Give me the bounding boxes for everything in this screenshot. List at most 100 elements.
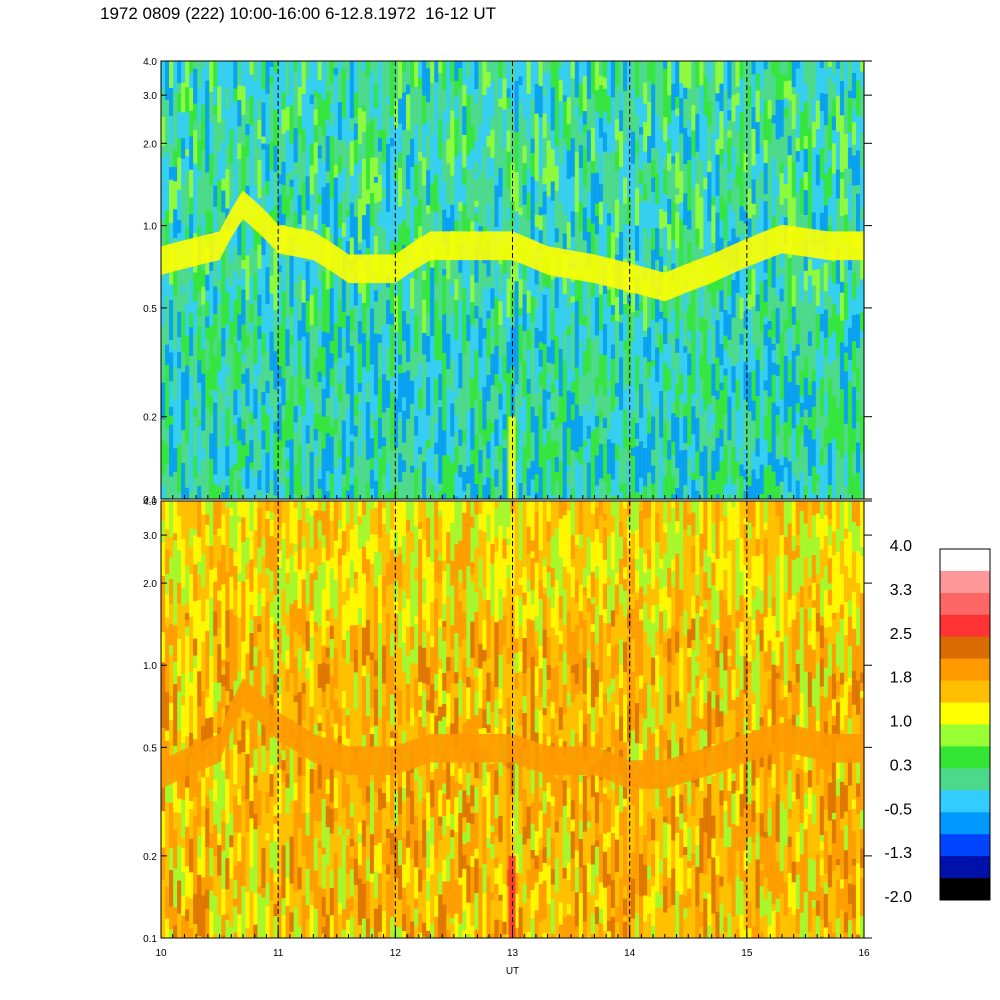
heatmap-cell bbox=[197, 885, 202, 899]
heatmap-cell bbox=[426, 592, 431, 632]
heatmap-cell bbox=[205, 138, 210, 173]
heatmap-cell bbox=[490, 451, 495, 478]
heatmap-cell bbox=[205, 697, 210, 719]
heatmap-cell bbox=[325, 806, 331, 828]
heatmap-cell bbox=[558, 461, 564, 497]
heatmap-cell bbox=[353, 524, 359, 540]
heatmap-cell bbox=[309, 94, 315, 105]
heatmap-cell bbox=[422, 461, 427, 487]
heatmap-cell bbox=[434, 895, 439, 917]
heatmap-cell bbox=[217, 501, 222, 529]
heatmap-cell bbox=[261, 666, 266, 699]
heatmap-cell bbox=[438, 825, 443, 841]
heatmap-cell bbox=[819, 68, 825, 93]
heatmap-cell bbox=[177, 147, 182, 158]
heatmap-cell bbox=[450, 814, 455, 830]
heatmap-cell bbox=[297, 827, 303, 868]
heatmap-cell bbox=[659, 398, 664, 438]
heatmap-cell bbox=[341, 287, 347, 312]
heatmap-cell bbox=[703, 189, 708, 205]
heatmap-cell bbox=[325, 135, 331, 172]
heatmap-cell bbox=[249, 559, 254, 592]
heatmap-cell bbox=[165, 801, 170, 816]
heatmap-cell bbox=[381, 880, 387, 890]
heatmap-cell bbox=[418, 363, 423, 389]
heatmap-cell bbox=[277, 366, 283, 387]
heatmap-cell bbox=[381, 889, 387, 911]
heatmap-cell bbox=[245, 156, 250, 186]
heatmap-cell bbox=[602, 222, 608, 249]
heatmap-cell bbox=[574, 117, 580, 153]
heatmap-cell bbox=[823, 205, 829, 216]
heatmap-cell bbox=[341, 311, 347, 329]
heatmap-cell bbox=[161, 116, 166, 146]
heatmap-cell bbox=[161, 811, 166, 848]
heatmap-cell bbox=[422, 922, 427, 937]
heatmap-cell bbox=[341, 222, 347, 237]
heatmap-cell bbox=[361, 303, 367, 334]
heatmap-cell bbox=[297, 195, 303, 224]
heatmap-cell bbox=[253, 455, 258, 478]
heatmap-cell bbox=[321, 926, 327, 934]
heatmap-cell bbox=[643, 122, 648, 152]
heatmap-cell bbox=[317, 308, 323, 330]
heatmap-cell bbox=[386, 463, 391, 478]
heatmap-cell bbox=[526, 313, 532, 330]
heatmap-cell bbox=[406, 770, 411, 798]
heatmap-cell bbox=[667, 124, 672, 140]
heatmap-cell bbox=[221, 119, 226, 143]
heatmap-cell bbox=[269, 194, 275, 211]
heatmap-cell bbox=[675, 338, 680, 353]
heatmap-cell bbox=[193, 120, 198, 131]
heatmap-cell bbox=[719, 61, 724, 84]
heatmap-cell bbox=[839, 320, 845, 343]
heatmap-cell bbox=[847, 256, 853, 271]
heatmap-cell bbox=[582, 133, 588, 148]
heatmap-cell bbox=[458, 151, 463, 164]
heatmap-cell bbox=[357, 455, 363, 468]
heatmap-cell bbox=[643, 346, 648, 358]
heatmap-cell bbox=[691, 130, 696, 157]
heatmap-cell bbox=[715, 101, 720, 140]
heatmap-cell bbox=[169, 115, 174, 145]
heatmap-cell bbox=[209, 351, 214, 390]
heatmap-cell bbox=[763, 439, 769, 468]
heatmap-cell bbox=[446, 826, 451, 855]
heatmap-cell bbox=[329, 473, 335, 498]
heatmap-cell bbox=[856, 185, 861, 194]
heatmap-cell bbox=[233, 470, 238, 493]
heatmap-cell bbox=[402, 801, 407, 838]
heatmap-cell bbox=[177, 516, 182, 551]
heatmap-cell bbox=[241, 383, 246, 421]
heatmap-cell bbox=[711, 205, 716, 244]
heatmap-cell bbox=[177, 913, 182, 938]
heatmap-cell bbox=[261, 354, 266, 392]
heatmap-cell bbox=[414, 616, 419, 625]
heatmap-cell bbox=[422, 632, 427, 648]
heatmap-cell bbox=[831, 83, 837, 100]
heatmap-cell bbox=[301, 895, 307, 912]
heatmap-cell bbox=[856, 286, 861, 315]
heatmap-cell bbox=[606, 225, 612, 253]
heatmap-cell bbox=[353, 501, 359, 525]
heatmap-cell bbox=[181, 158, 186, 185]
heatmap-cell bbox=[442, 209, 447, 245]
heatmap-cell bbox=[406, 599, 411, 627]
heatmap-cell bbox=[799, 417, 805, 436]
heatmap-cell bbox=[205, 61, 210, 81]
heatmap-cell bbox=[462, 442, 467, 473]
heatmap-cell bbox=[177, 157, 182, 190]
heatmap-cell bbox=[860, 220, 865, 240]
heatmap-cell bbox=[181, 222, 186, 250]
heatmap-cell bbox=[518, 61, 524, 77]
heatmap-cell bbox=[398, 167, 403, 207]
heatmap-cell bbox=[450, 657, 455, 684]
heatmap-cell bbox=[578, 83, 584, 117]
heatmap-cell bbox=[293, 162, 299, 175]
heatmap-cell bbox=[635, 492, 640, 499]
heatmap-cell bbox=[558, 138, 564, 166]
heatmap-cell bbox=[767, 422, 773, 430]
heatmap-cell bbox=[598, 372, 604, 386]
heatmap-cell bbox=[406, 569, 411, 599]
heatmap-cell bbox=[185, 172, 190, 203]
